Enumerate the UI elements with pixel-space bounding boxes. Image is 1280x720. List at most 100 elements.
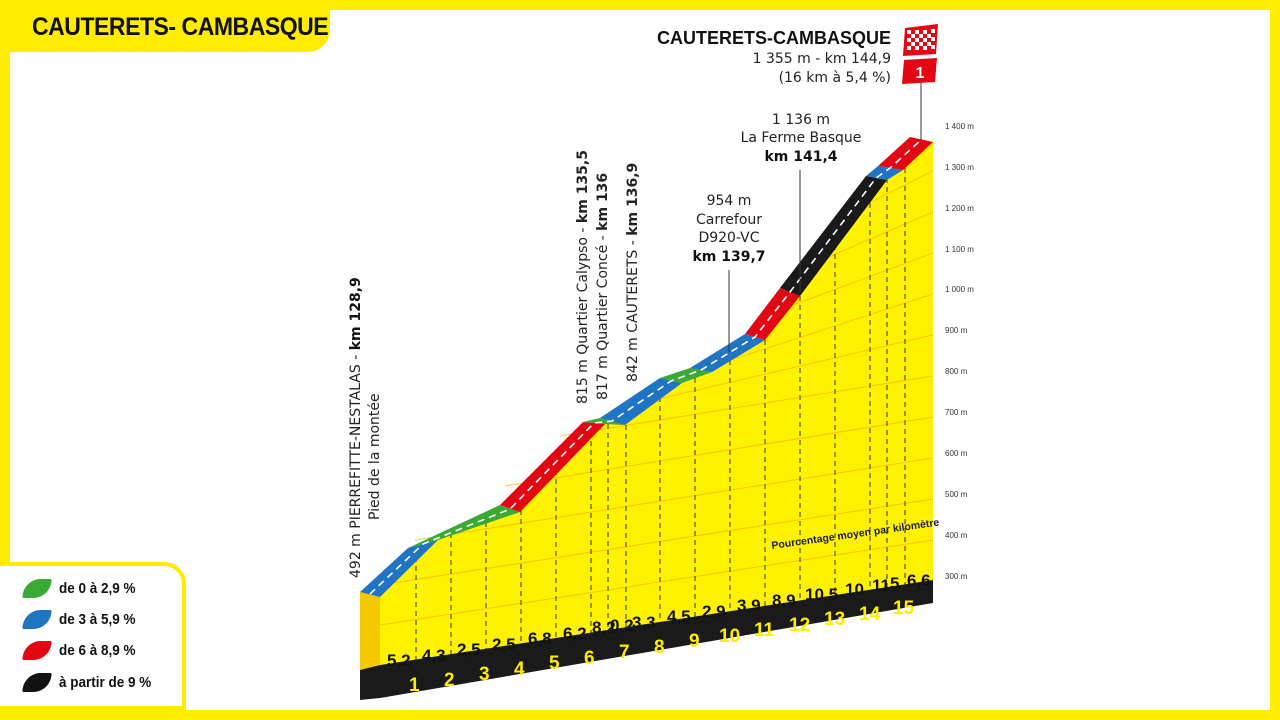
- y-tick: 500 m: [945, 490, 968, 499]
- title-banner: CAUTERETS- CAMBASQUE: [0, 0, 330, 52]
- gradient-labels: 5,2 4,3 2,5 2,5 6,8 6,2 8,2 0,2 3,3 4,5 …: [387, 571, 931, 670]
- km-tick: 4: [514, 659, 525, 680]
- km-tick: 2: [444, 670, 455, 691]
- waypoint-label: 817 m Quartier Concé - km 136: [595, 173, 611, 400]
- segment-red: [500, 422, 605, 512]
- waypoint-pierrefitte: 492 m PIERREFITTE-NESTALAS - km 128,9 Pi…: [348, 277, 383, 578]
- profile-fill: [380, 140, 933, 665]
- km-tick: 15: [893, 598, 915, 619]
- y-axis: 1 400 m 1 300 m 1 200 m 1 100 m 1 000 m …: [945, 122, 974, 581]
- road-centerline: [369, 139, 922, 595]
- gradient-label: 4,5: [667, 607, 691, 626]
- finish-altitude: 1 355 m - km 144,9: [753, 51, 891, 67]
- gradient-label: 11: [872, 576, 890, 595]
- km-dividers: [415, 168, 906, 660]
- green-swatch-icon: [21, 578, 53, 598]
- legend-label: de 6 à 8,9 %: [59, 641, 136, 659]
- gradient-label: 2,9: [702, 602, 726, 621]
- gradient-label: 10: [845, 580, 864, 599]
- gradient-label: 5,2: [387, 651, 411, 670]
- profile-base: [360, 580, 933, 700]
- y-tick: 1 100 m: [945, 245, 974, 254]
- km-tick: 7: [619, 642, 630, 663]
- waypoint-carrefour: 954 m Carrefour D920-VC km 139,7: [692, 193, 766, 352]
- km-tick: 6: [584, 648, 595, 669]
- road-segments: [360, 137, 933, 597]
- km-tick: 5: [549, 653, 560, 674]
- red-swatch-icon: [21, 640, 53, 660]
- grid-lines: [379, 170, 934, 626]
- legend-item: de 0 à 2,9 %: [21, 576, 144, 600]
- gradient-label: 0,2: [610, 616, 634, 635]
- segment-black: [780, 176, 887, 296]
- y-tick: 600 m: [945, 449, 968, 458]
- waypoint-ferme-basque: 1 136 m La Ferme Basque km 141,4: [741, 112, 862, 293]
- checkered-flag-icon: [903, 24, 938, 56]
- gradient-label: 8,9: [772, 591, 796, 610]
- y-tick: 1 400 m: [945, 122, 974, 131]
- waypoint-altitude: 1 136 m: [772, 112, 830, 128]
- y-tick: 1 300 m: [945, 163, 974, 172]
- finish-name: CAUTERETS-CAMBASQUE: [657, 28, 891, 48]
- profile-side: [360, 592, 380, 670]
- segment-blue: [866, 166, 903, 180]
- waypoint-name: Carrefour: [696, 212, 762, 228]
- waypoint-sublabel: Pied de la montée: [367, 393, 383, 520]
- waypoint-calypso: 815 m Quartier Calypso - km 135,5: [575, 150, 591, 404]
- legend-label: à partir de 9 %: [59, 673, 152, 691]
- waypoint-label: 492 m PIERREFITTE-NESTALAS - km 128,9: [348, 277, 364, 578]
- legend-item: de 3 à 5,9 %: [21, 607, 144, 631]
- segment-green: [583, 418, 625, 425]
- km-tick: 13: [824, 609, 845, 630]
- legend-item: de 6 à 8,9 %: [21, 638, 144, 662]
- category-badge: 1: [902, 58, 937, 84]
- gradient-label: 3,3: [632, 613, 656, 632]
- gradient-label: 6,8: [528, 629, 552, 648]
- waypoint-km: km 139,7: [692, 249, 765, 265]
- y-tick: 400 m: [945, 531, 968, 540]
- y-tick: 700 m: [945, 408, 968, 417]
- black-swatch-icon: [21, 672, 53, 692]
- waypoint-label: 842 m CAUTERETS - km 136,9: [625, 163, 641, 382]
- waypoint-conce: 817 m Quartier Concé - km 136: [595, 173, 611, 400]
- gradient-label: 10,5: [805, 585, 838, 604]
- segment-red: [745, 288, 800, 340]
- legend-label: de 0 à 2,9 %: [59, 579, 136, 597]
- legend-label: de 3 à 5,9 %: [59, 610, 136, 628]
- gradient-label: 6,6: [907, 571, 931, 590]
- page-title: CAUTERETS- CAMBASQUE: [32, 13, 329, 41]
- finish-label: CAUTERETS-CAMBASQUE 1 355 m - km 144,9 (…: [657, 28, 922, 140]
- waypoint-km: km 141,4: [764, 149, 837, 165]
- gradient-label: 6,2: [563, 624, 587, 643]
- km-tick: 12: [789, 615, 810, 636]
- km-axis: 1 2 3 4 5 6 7 8 9 10 11 12 13 14 15: [409, 598, 915, 696]
- waypoint-cauterets: 842 m CAUTERETS - km 136,9: [625, 163, 641, 382]
- waypoint-name: La Ferme Basque: [741, 130, 862, 146]
- km-tick: 9: [689, 631, 700, 652]
- km-tick: 3: [479, 664, 490, 685]
- category-label: 1: [916, 65, 925, 82]
- legend-item: à partir de 9 %: [21, 670, 162, 694]
- y-tick: 1 200 m: [945, 204, 974, 213]
- gradient-label: 4,3: [422, 646, 446, 665]
- gradient-legend: de 0 à 2,9 % de 3 à 5,9 % de 6 à 8,9 % à…: [0, 562, 186, 710]
- segment-blue: [360, 540, 438, 597]
- segment-blue: [690, 334, 765, 372]
- blue-swatch-icon: [21, 609, 53, 629]
- segment-green: [660, 368, 712, 383]
- waypoint-label: 815 m Quartier Calypso - km 135,5: [575, 150, 591, 404]
- gradient-label: 2,5: [457, 640, 481, 659]
- km-tick: 1: [409, 675, 420, 696]
- y-tick: 300 m: [945, 572, 968, 581]
- km-tick: 11: [754, 620, 775, 641]
- y-tick: 1 000 m: [945, 285, 974, 294]
- gradient-label: 8,2: [592, 618, 616, 637]
- waypoint-altitude: 954 m: [707, 193, 752, 209]
- finish-summary: (16 km à 5,4 %): [779, 70, 891, 86]
- km-tick: 14: [859, 604, 881, 625]
- gradient-label: 3,9: [737, 596, 761, 615]
- gradient-label: 2,5: [492, 635, 516, 654]
- gradient-label: 5: [890, 574, 899, 593]
- waypoint-name: D920-VC: [698, 230, 759, 246]
